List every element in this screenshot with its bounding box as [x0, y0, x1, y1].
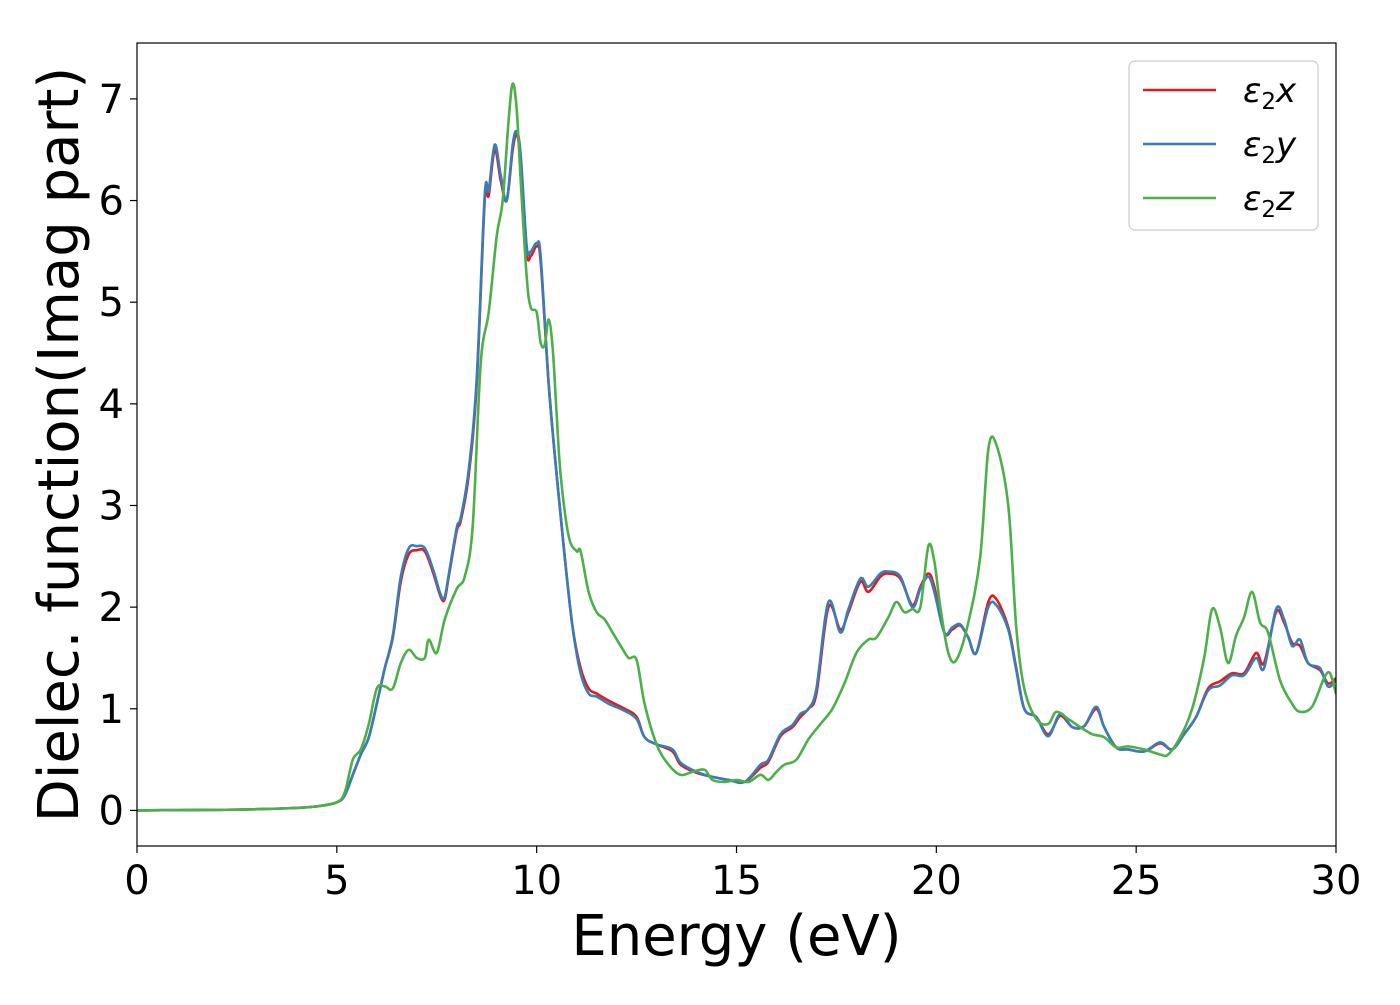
tick-layer: 0 5 10 15 20 25 30 0 1 2 3 4 5 6 7 [99, 77, 1362, 904]
y-tick-label: 4 [99, 382, 124, 428]
plot-layer [137, 82, 1336, 812]
y-tick-label: 7 [99, 77, 124, 123]
y-tick-label: 5 [99, 280, 124, 326]
legend-item-z: ε2z [1143, 179, 1295, 223]
legend: ε2x ε2y ε2z [1128, 60, 1319, 231]
y-tick-label: 1 [99, 687, 124, 733]
y-tick-label: 0 [99, 788, 124, 834]
y-tick-label: 6 [99, 179, 124, 225]
legend-item-y: ε2y [1143, 125, 1297, 169]
series-line-z [137, 82, 1336, 812]
x-tick-label: 30 [1311, 858, 1362, 904]
legend-label: ε2z [1243, 179, 1295, 223]
legend-label: ε2x [1243, 71, 1297, 115]
legend-box [1128, 60, 1319, 231]
x-tick-label: 25 [1111, 858, 1162, 904]
legend-label: ε2y [1243, 125, 1297, 169]
x-tick-label: 10 [511, 858, 562, 904]
x-tick-label: 15 [711, 858, 762, 904]
y-axis-title: Dielec. function(Imag part) [27, 67, 92, 823]
y-tick-label: 3 [99, 483, 124, 529]
x-tick-label: 5 [324, 858, 349, 904]
y-tick-label: 2 [99, 585, 124, 631]
series-line-x [137, 132, 1336, 812]
x-axis-title: Energy (eV) [571, 904, 901, 969]
x-tick-label: 0 [124, 858, 149, 904]
legend-item-x: ε2x [1143, 71, 1297, 115]
series-line-y [137, 129, 1336, 812]
x-tick-label: 20 [911, 858, 962, 904]
